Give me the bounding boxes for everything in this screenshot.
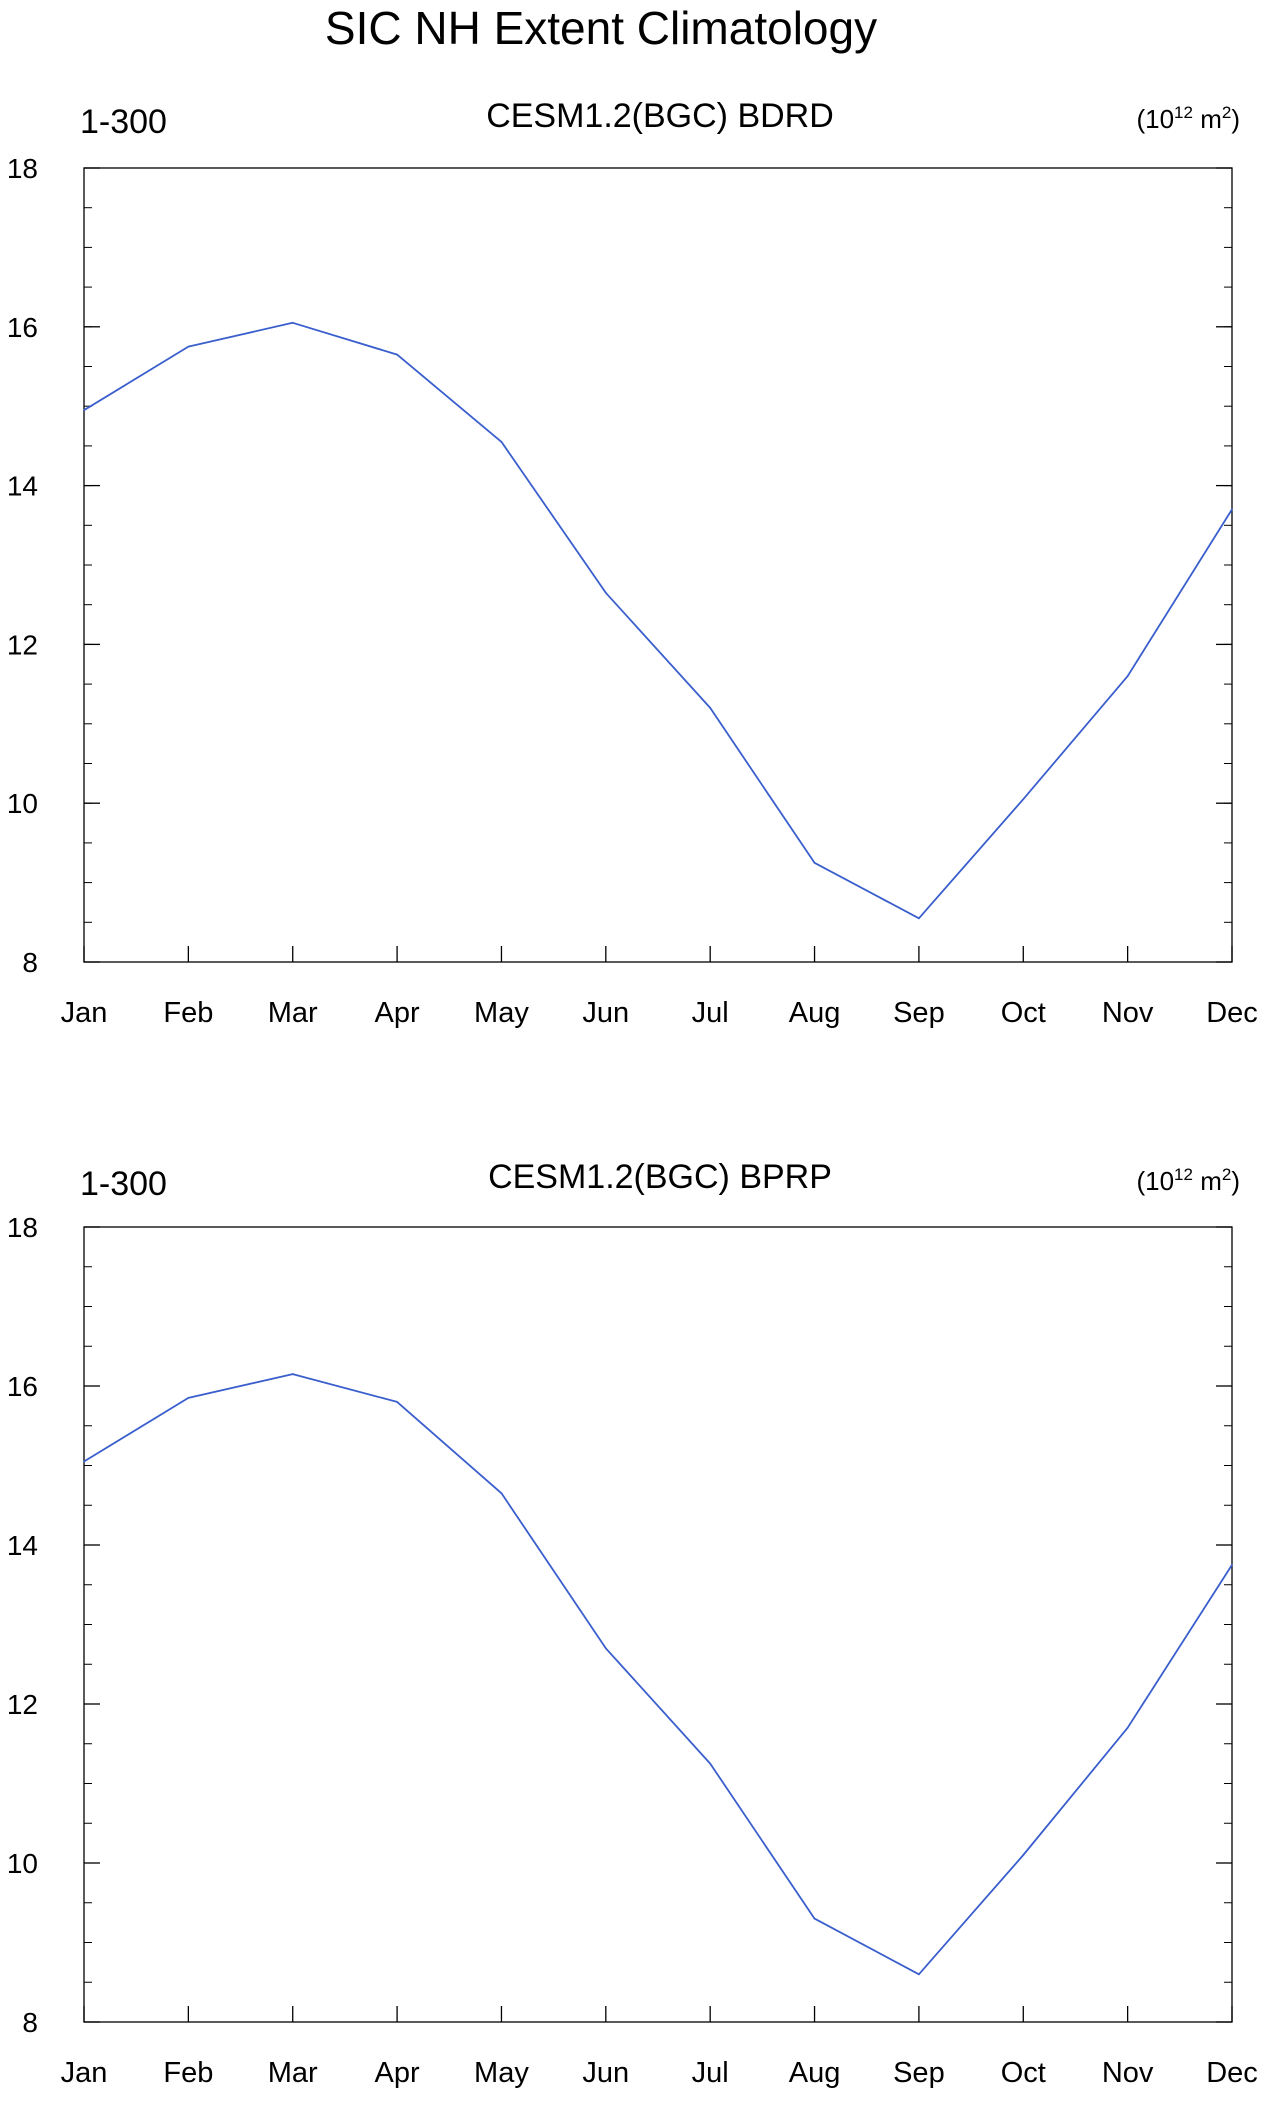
x-tick-label: Jun xyxy=(582,2057,629,2089)
x-tick-label: Sep xyxy=(893,2057,945,2089)
x-tick-label: May xyxy=(474,997,529,1029)
data-point xyxy=(187,1397,190,1399)
y-tick-label: 14 xyxy=(7,1530,38,1561)
x-tick-label: Dec xyxy=(1206,997,1258,1029)
x-tick-label: Oct xyxy=(1001,997,1046,1029)
chart-panel-bprp: 1-300 CESM1.2(BGC) BPRP (1012 m2) 810121… xyxy=(7,1158,1258,2089)
plot-area: 8 10 12 14 16 18 Jan Feb Mar Apr May Jun Jul Aug Sep Oc… xyxy=(7,1212,1258,2089)
data-point xyxy=(1022,1854,1025,1856)
data-point xyxy=(604,1647,607,1650)
x-tick-label: Jun xyxy=(582,997,629,1029)
panel-left-label: 1-300 xyxy=(80,103,167,141)
x-tick-label: Feb xyxy=(163,2057,213,2089)
data-point xyxy=(1126,1726,1129,1729)
data-point xyxy=(709,707,712,709)
x-tick-label: Apr xyxy=(375,2057,420,2089)
x-tick-label: Oct xyxy=(1001,2057,1046,2089)
units-exponent: 12 xyxy=(1174,103,1193,122)
x-tick-label: Aug xyxy=(789,2057,841,2089)
units-unit-exponent: 2 xyxy=(1222,103,1231,122)
data-point xyxy=(396,353,398,356)
units-label: (1012 m2) xyxy=(1136,1165,1240,1196)
x-tick-label: Jul xyxy=(692,997,729,1029)
data-point xyxy=(604,591,607,594)
data-point xyxy=(291,321,294,324)
x-tick-label: Jul xyxy=(692,2057,729,2089)
data-point xyxy=(1022,798,1025,801)
data-point xyxy=(1231,1563,1233,1566)
series-line xyxy=(83,321,1233,920)
data-point xyxy=(813,861,816,864)
y-tick-label: 16 xyxy=(7,1371,38,1402)
units-exponent: 12 xyxy=(1174,1165,1193,1184)
x-tick-label: Mar xyxy=(268,997,318,1029)
y-tick-label: 16 xyxy=(7,312,38,343)
units-unit: m xyxy=(1193,104,1222,134)
x-tick-label: Sep xyxy=(893,997,945,1029)
units-close: ) xyxy=(1231,104,1240,134)
y-tick-label: 18 xyxy=(7,1212,38,1243)
panel-left-label: 1-300 xyxy=(80,1165,167,1203)
x-tick-label: May xyxy=(474,2057,529,2089)
x-tick-label: Dec xyxy=(1206,2057,1258,2089)
x-tick-label: Jan xyxy=(61,997,108,1029)
x-tick-label: Nov xyxy=(1102,997,1154,1029)
units-unit: m xyxy=(1193,1166,1222,1196)
y-tick-label: 10 xyxy=(7,1848,38,1879)
x-tick-label: Jan xyxy=(61,2057,108,2089)
y-tick-label: 8 xyxy=(22,2007,38,2038)
plot-area: 8 10 12 14 16 18 Jan Feb Mar Apr May Jun Jul Aug Sep Oc… xyxy=(7,153,1258,1029)
data-point xyxy=(187,345,190,348)
units-base: (10 xyxy=(1136,104,1174,134)
panel-title: CESM1.2(BGC) BPRP xyxy=(488,1158,832,1196)
units-label: (1012 m2) xyxy=(1136,103,1240,134)
plot-frame xyxy=(83,167,1233,963)
figure-title: SIC NH Extent Climatology xyxy=(325,2,877,54)
y-tick-label: 8 xyxy=(22,947,38,978)
data-point xyxy=(1231,508,1233,511)
y-tick-label: 14 xyxy=(7,471,38,502)
data-point xyxy=(83,409,85,412)
data-point xyxy=(83,1460,85,1463)
units-unit-exponent: 2 xyxy=(1222,1165,1231,1184)
y-tick-label: 12 xyxy=(7,629,38,660)
y-tick-label: 18 xyxy=(7,153,38,184)
units-base: (10 xyxy=(1136,1166,1174,1196)
y-tick-label: 10 xyxy=(7,788,38,819)
data-point xyxy=(918,1973,920,1976)
y-tick-label: 12 xyxy=(7,1689,38,1720)
data-point xyxy=(396,1401,398,1403)
x-tick-label: Apr xyxy=(375,997,420,1029)
x-tick-label: Aug xyxy=(789,997,841,1029)
x-tick-label: Nov xyxy=(1102,2057,1154,2089)
x-tick-label: Mar xyxy=(268,2057,318,2089)
units-close: ) xyxy=(1231,1166,1240,1196)
series-line xyxy=(83,1373,1233,1976)
plot-frame xyxy=(83,1226,1233,2023)
data-point xyxy=(500,1492,503,1495)
panel-title: CESM1.2(BGC) BDRD xyxy=(486,97,834,135)
data-point xyxy=(918,917,920,920)
data-point xyxy=(500,441,503,443)
chart-panel-bdrd: 1-300 CESM1.2(BGC) BDRD (1012 m2) 810121… xyxy=(7,97,1258,1029)
x-tick-label: Feb xyxy=(163,997,213,1029)
data-point xyxy=(709,1762,712,1765)
data-point xyxy=(291,1373,294,1375)
data-point xyxy=(1126,675,1129,678)
data-point xyxy=(813,1917,816,1920)
